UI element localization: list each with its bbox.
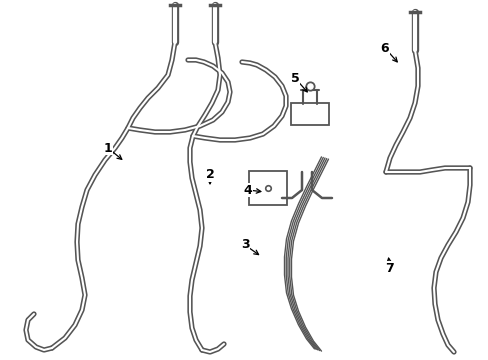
Text: 1: 1: [103, 141, 112, 154]
FancyBboxPatch shape: [248, 171, 286, 205]
Text: 5: 5: [290, 72, 299, 85]
Text: 6: 6: [380, 41, 388, 54]
FancyBboxPatch shape: [290, 103, 328, 125]
Text: 2: 2: [205, 168, 214, 181]
Text: 3: 3: [240, 238, 249, 252]
Text: 4: 4: [243, 184, 252, 197]
Text: 7: 7: [385, 261, 393, 274]
